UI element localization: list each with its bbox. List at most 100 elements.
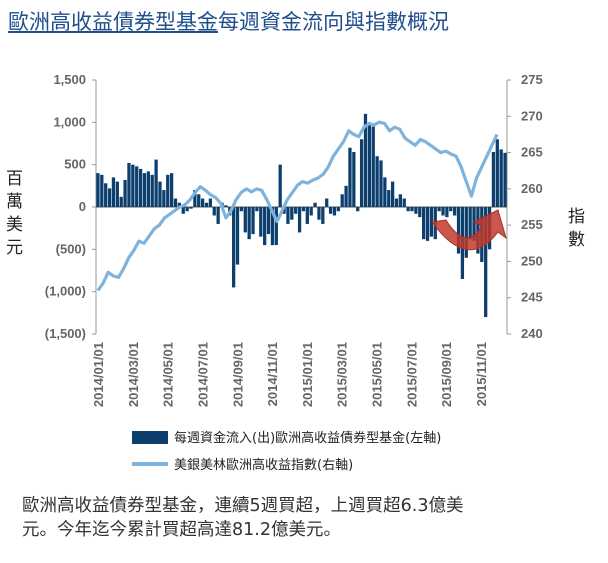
flow-bar — [247, 207, 251, 240]
flow-bar — [313, 202, 317, 207]
flow-bar — [328, 207, 333, 214]
flow-bar — [274, 207, 278, 246]
flow-bar — [425, 207, 430, 241]
title-fund-name: 歐洲高收益債券型基金 — [8, 10, 218, 34]
legend-bar-swatch — [132, 431, 168, 444]
left-tick-label: 1,000 — [53, 114, 86, 129]
flow-bar — [278, 164, 282, 207]
flow-bar — [437, 207, 441, 212]
right-tick-label: 265 — [521, 145, 543, 160]
right-tick-label: 240 — [521, 326, 543, 341]
flow-bar — [383, 177, 387, 207]
flow-bar — [402, 198, 406, 207]
flow-bar — [387, 190, 391, 207]
x-axis-ticks: 2014/01/01 2014/03/01 2014/05/01 2014/07/01… — [91, 342, 489, 407]
flow-bar — [111, 177, 116, 207]
flow-bar — [270, 207, 275, 246]
flow-bar — [290, 207, 294, 220]
flow-bar — [422, 207, 426, 240]
x-tick-label: 2014/05/01 — [161, 342, 176, 407]
flow-bar — [216, 207, 220, 224]
flow-bar — [154, 159, 158, 207]
flow-bar — [491, 151, 496, 207]
flow-bar — [390, 181, 395, 207]
x-tick-label: 2014/09/01 — [230, 342, 245, 407]
flow-bar — [317, 207, 321, 220]
chart-title: 歐洲高收益債券型基金每週資金流向與指數概況 — [8, 6, 449, 36]
flow-bar — [150, 174, 154, 207]
flow-bar — [204, 202, 209, 207]
flow-bar — [305, 207, 309, 224]
flow-bar — [445, 207, 449, 218]
flow-bar — [375, 156, 379, 207]
flow-bar — [239, 207, 244, 212]
right-tick-label: 245 — [521, 290, 543, 305]
flow-bar — [332, 207, 337, 216]
flow-bar — [484, 207, 488, 318]
flow-bar — [325, 198, 329, 207]
flow-bar — [232, 207, 236, 288]
flow-bar — [503, 152, 507, 207]
flow-bar — [135, 166, 139, 207]
flow-bar — [476, 207, 480, 254]
left-tick-label: 0 — [79, 199, 86, 214]
flow-bar — [263, 207, 267, 246]
flow-bar — [379, 160, 383, 207]
flow-bar — [414, 207, 418, 214]
left-axis-ticks: 1,500 1,000 500 0 (500) (1,000) (1,500) — [45, 72, 96, 341]
x-tick-label: 2015/07/01 — [404, 342, 419, 407]
flow-bar — [119, 196, 123, 207]
x-tick-label: 2014/03/01 — [126, 342, 141, 407]
flow-bar — [251, 207, 255, 235]
flow-bar — [441, 207, 445, 216]
legend-bar-label: 每週資金流入(出)歐洲高收益債券型基金(左軸) — [174, 430, 441, 446]
flow-bar — [115, 181, 119, 207]
x-tick-label: 2014/11/01 — [265, 342, 280, 406]
commentary: 歐洲高收益債券型基金，連續5週買超，上週買超6.3億美 元。今年迄今累計買超高達… — [22, 494, 582, 542]
flow-bar — [127, 162, 131, 207]
flow-bar — [371, 126, 375, 207]
flow-bar — [468, 207, 472, 240]
flow-bar — [398, 194, 403, 207]
flow-bar — [449, 207, 453, 212]
flow-bar — [367, 122, 371, 207]
flow-bar — [169, 173, 174, 207]
x-tick-label: 2015/09/01 — [439, 342, 454, 407]
right-tick-label: 260 — [521, 181, 543, 196]
left-axis-label: 百萬美元 — [6, 169, 23, 258]
flow-bar — [212, 207, 216, 216]
left-tick-label: (1,000) — [45, 284, 86, 299]
flow-bar — [321, 207, 325, 224]
flow-bar — [266, 207, 271, 235]
flow-bar — [363, 113, 368, 207]
flow-bar — [131, 164, 135, 207]
flow-bar — [224, 205, 228, 207]
right-tick-label: 250 — [521, 253, 543, 268]
right-tick-label: 270 — [521, 108, 543, 123]
flow-bar — [297, 207, 302, 233]
right-axis-label: 指數 — [568, 207, 585, 250]
flow-bar — [348, 147, 352, 207]
index-line — [96, 120, 499, 292]
flow-bar — [189, 207, 193, 209]
flow-bar — [359, 139, 364, 207]
flow-bar — [162, 190, 166, 207]
x-tick-label: 2014/07/01 — [195, 342, 210, 407]
flow-bar — [177, 202, 181, 207]
flow-bar — [495, 139, 499, 207]
flow-bar — [138, 168, 143, 207]
flow-bar — [472, 207, 476, 241]
flow-bar — [181, 207, 185, 214]
title-description: 每週資金流向與指數概況 — [218, 10, 449, 34]
flow-bar — [193, 190, 197, 207]
flow-bar — [235, 207, 240, 265]
left-tick-label: (1,500) — [45, 326, 86, 341]
flow-bar — [394, 198, 399, 207]
flow-bar — [294, 207, 298, 214]
flow-bar — [123, 179, 127, 207]
flow-bar — [456, 207, 461, 254]
flow-bar — [336, 207, 340, 212]
flow-bar — [100, 174, 104, 207]
bar-series — [96, 113, 507, 318]
